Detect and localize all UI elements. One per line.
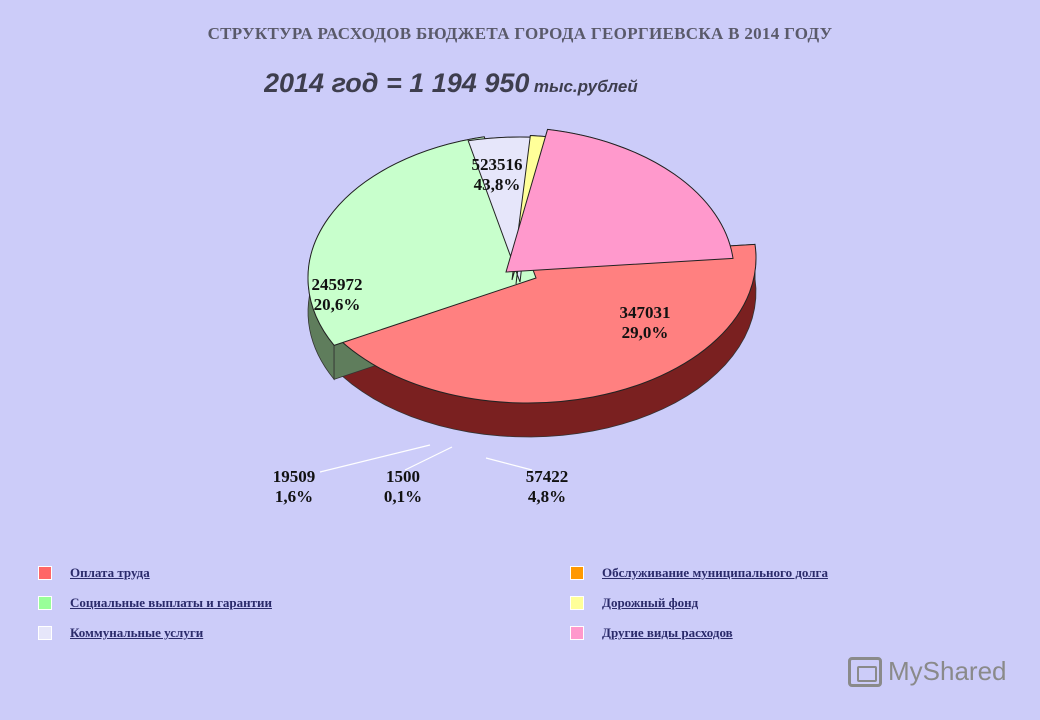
slice-percent-label: 20,6% xyxy=(314,295,361,314)
legend-label: Дорожный фонд xyxy=(602,595,699,610)
total-line: 2014 год = 1 194 950 тыс.рублей xyxy=(264,68,724,98)
watermark-text: MyShared xyxy=(888,656,1007,686)
legend-item-debt: Обслуживание муниципального долга xyxy=(570,563,828,583)
pie-slice xyxy=(307,136,537,346)
slice-value-label: 1500 xyxy=(386,467,420,486)
legend-label: Коммунальные услуги xyxy=(70,625,204,640)
legend-swatch xyxy=(38,566,52,580)
leader-line xyxy=(404,446,453,471)
slice-percent-label: 29,0% xyxy=(622,323,669,342)
legend-label: Социальные выплаты и гарантии xyxy=(70,595,272,610)
legend-item-salary: Оплата труда xyxy=(38,563,150,583)
legend-swatch xyxy=(570,626,584,640)
total-amount: 2014 год = 1 194 950 xyxy=(264,68,530,98)
pie-slice xyxy=(325,243,757,404)
legend-item-other: Другие виды расходов xyxy=(570,623,733,643)
slice-percent-label: 4,8% xyxy=(528,487,566,506)
slice-percent-label: 43,8% xyxy=(474,175,521,194)
legend-swatch xyxy=(570,566,584,580)
slice-value-label: 57422 xyxy=(526,467,569,486)
myshared-logo-icon xyxy=(848,656,882,687)
slice-value-label: 19509 xyxy=(273,467,316,486)
legend-label: Обслуживание муниципального долга xyxy=(602,565,828,580)
legend-item-utilities: Коммунальные услуги xyxy=(38,623,203,643)
pie-tops xyxy=(307,128,757,404)
watermark: MyShared xyxy=(848,656,1007,687)
slice-value-label: 347031 xyxy=(620,303,671,322)
leader-line xyxy=(485,457,533,471)
slice-value-label: 245972 xyxy=(312,275,363,294)
slice-value-label: 523516 xyxy=(472,155,523,174)
leader-line xyxy=(319,444,431,473)
legend-item-road-fund: Дорожный фонд xyxy=(570,593,698,613)
pie-slice xyxy=(505,128,734,273)
legend-swatch xyxy=(38,596,52,610)
total-unit: тыс.рублей xyxy=(533,77,638,96)
legend-label: Другие виды расходов xyxy=(602,625,733,640)
legend-swatch xyxy=(570,596,584,610)
slice-percent-label: 1,6% xyxy=(275,487,313,506)
legend-swatch xyxy=(38,626,52,640)
page-title: СТРУКТУРА РАСХОДОВ БЮДЖЕТА ГОРОДА ГЕОРГИ… xyxy=(207,24,833,43)
legend-item-social: Социальные выплаты и гарантии xyxy=(38,593,272,613)
legend-label: Оплата труда xyxy=(70,565,150,580)
slice-percent-label: 0,1% xyxy=(384,487,422,506)
